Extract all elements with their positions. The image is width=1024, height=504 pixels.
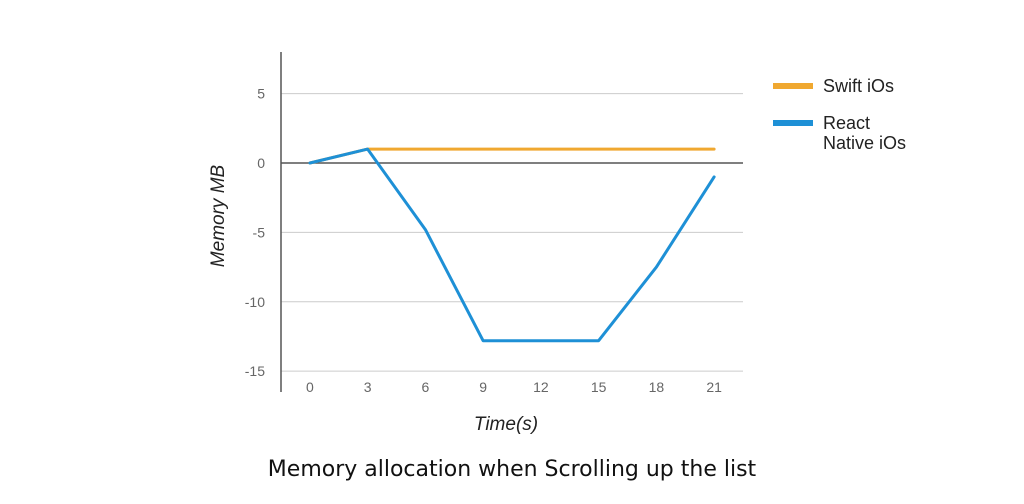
y-tick-label: 0 bbox=[257, 155, 265, 171]
y-tick-label: 5 bbox=[257, 86, 265, 102]
grid-lines bbox=[281, 93, 743, 372]
y-tick-label: -5 bbox=[253, 224, 266, 240]
y-tick-label: -15 bbox=[245, 363, 265, 379]
series-line-swift-ios bbox=[308, 147, 716, 165]
series-lines bbox=[308, 147, 716, 343]
legend-label: Swift iOs bbox=[823, 76, 894, 96]
chart-title: Memory allocation when Scrolling up the … bbox=[268, 457, 757, 482]
y-tick-label: -10 bbox=[245, 294, 265, 310]
x-tick-label: 9 bbox=[479, 379, 487, 395]
x-tick-label: 15 bbox=[591, 379, 607, 395]
x-tick-label: 3 bbox=[364, 379, 372, 395]
y-axis-label: Memory MB bbox=[208, 164, 229, 267]
x-tick-label: 18 bbox=[649, 379, 665, 395]
x-tick-label: 21 bbox=[706, 379, 722, 395]
legend-label: Native iOs bbox=[823, 133, 906, 153]
x-tick-label: 6 bbox=[421, 379, 429, 395]
tick-labels: 5 0 -5 -10 -15 0 3 6 9 12 15 18 21 bbox=[245, 86, 722, 395]
legend-label: React bbox=[823, 113, 870, 133]
x-tick-label: 0 bbox=[306, 379, 314, 395]
x-tick-label: 12 bbox=[533, 379, 549, 395]
x-axis-label: Time(s) bbox=[474, 414, 538, 435]
series-line-react-native-ios bbox=[308, 147, 716, 343]
